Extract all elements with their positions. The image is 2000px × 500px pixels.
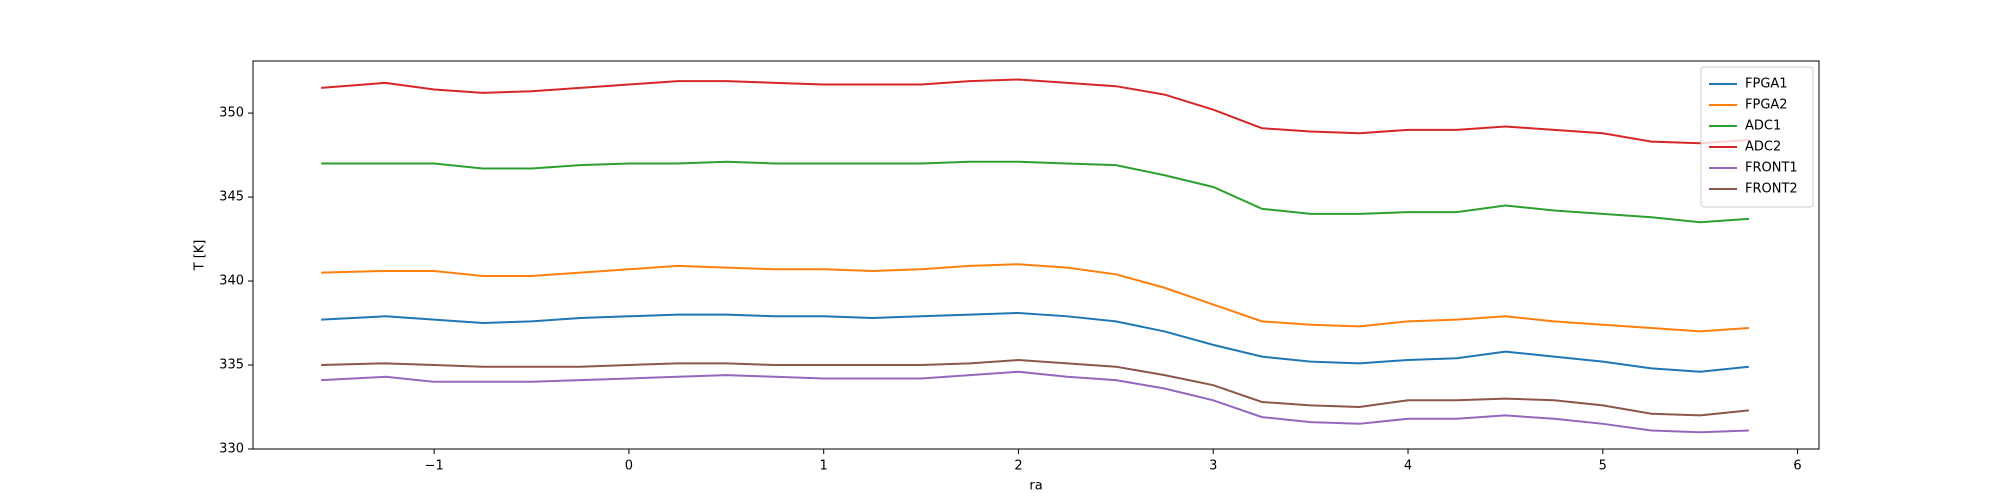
data-line [321,160,1749,224]
x-tick-label: 5 [1599,459,1607,474]
y-tick-label: 335 [219,358,244,373]
x-tick-label: 4 [1404,459,1412,474]
x-tick-label: −1 [425,459,444,474]
legend-label: ADC1 [1745,119,1781,134]
legend-label: FPGA2 [1745,98,1788,113]
legend-label: FRONT2 [1745,182,1798,197]
x-axis-label: ra [1029,479,1042,494]
x-tick-label: 3 [1209,459,1217,474]
x-tick-label: 1 [820,459,828,474]
data-line [321,358,1749,417]
legend-label: FPGA1 [1745,77,1788,92]
data-line [321,311,1749,373]
x-tick-label: 6 [1793,459,1801,474]
legend-label: FRONT1 [1745,161,1798,176]
x-tick-label: 0 [625,459,633,474]
y-tick-label: 340 [219,274,244,289]
legend-box [1700,66,1814,208]
y-tick-label: 350 [219,106,244,121]
plot-frame [252,60,1820,450]
data-line [321,78,1749,145]
data-line [321,370,1749,434]
legend: FPGA1 FPGA2 ADC1 ADC2 FRONT1 FRONT2 [1700,66,1814,208]
x-tick-label: 2 [1014,459,1022,474]
y-axis-label: T [K] [193,240,208,272]
data-line [321,263,1749,333]
legend-label: ADC2 [1745,140,1781,155]
y-tick-label: 345 [219,190,244,205]
y-tick-label: 330 [219,442,244,457]
